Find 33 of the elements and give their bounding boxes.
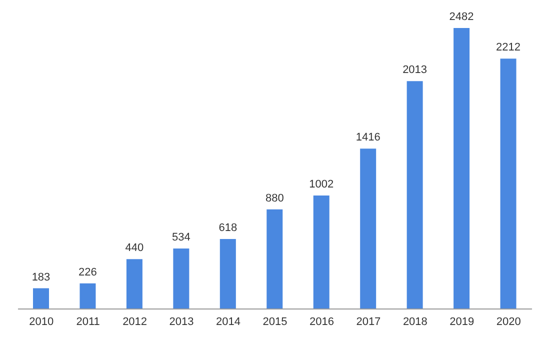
data-label: 226 — [78, 266, 97, 278]
bar — [360, 148, 376, 309]
x-tick-label: 2014 — [216, 316, 241, 328]
x-tick-label: 2013 — [169, 316, 194, 328]
x-tick-label: 2017 — [356, 316, 381, 328]
bar — [220, 239, 236, 309]
data-label: 183 — [32, 271, 50, 284]
x-tick-label: 2018 — [402, 316, 428, 328]
data-label: 2212 — [496, 42, 521, 54]
bar — [80, 283, 96, 309]
x-tick-label: 2010 — [29, 316, 54, 328]
bar — [454, 28, 470, 309]
bar — [173, 248, 190, 309]
x-tick-label: 2012 — [122, 316, 148, 328]
data-label: 2013 — [402, 64, 428, 76]
x-tick-label: 2011 — [76, 316, 100, 328]
bar — [266, 209, 283, 309]
data-label: 880 — [265, 192, 284, 204]
bar — [500, 58, 516, 309]
data-label: 534 — [172, 232, 190, 244]
data-label: 618 — [218, 222, 238, 234]
bar — [33, 288, 49, 309]
data-label: 2482 — [449, 11, 474, 23]
x-tick-label: 2020 — [496, 316, 521, 328]
x-tick-label: 2016 — [309, 316, 334, 328]
bar — [313, 196, 330, 309]
data-label: 440 — [125, 242, 144, 254]
bar — [126, 259, 142, 309]
bar — [406, 81, 423, 309]
data-label: 1416 — [356, 132, 380, 144]
x-tick-label: 2015 — [262, 316, 288, 328]
x-tick-label: 2019 — [450, 316, 474, 328]
data-label: 1002 — [309, 178, 334, 191]
